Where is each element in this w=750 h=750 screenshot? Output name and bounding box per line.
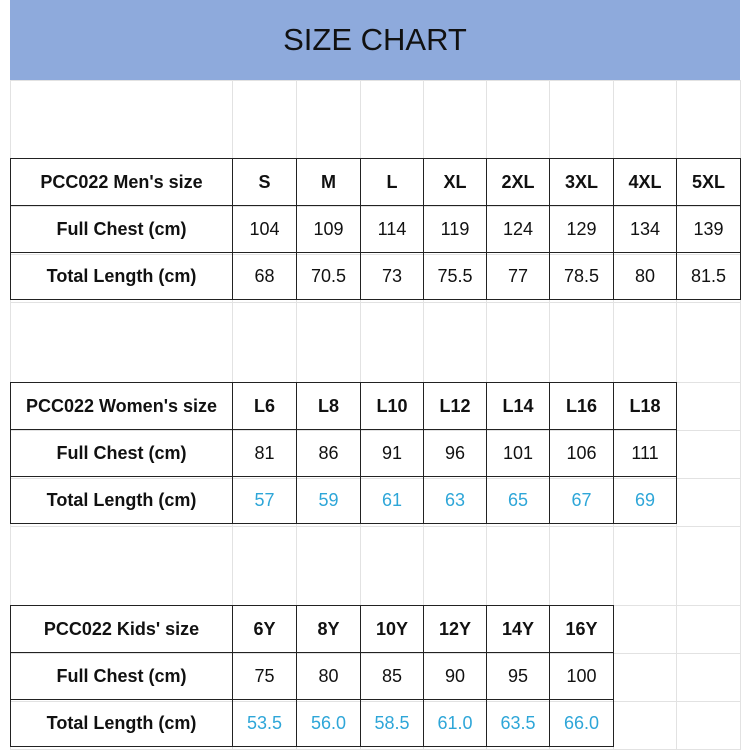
measurement-label: Total Length (cm) [10, 476, 233, 524]
measurement-value: 57 [232, 476, 297, 524]
measurement-value: 96 [423, 429, 487, 477]
mens-size-table: PCC022 Men's size S M L XL 2XL 3XL 4XL 5XL Full C… [10, 158, 741, 300]
measurement-value: 75.5 [423, 252, 487, 300]
measurement-value: 81 [232, 429, 297, 477]
measurement-value: 91 [360, 429, 424, 477]
size-label: 10Y [360, 605, 424, 653]
measurement-value: 95 [486, 652, 550, 700]
measurement-value: 63 [423, 476, 487, 524]
measurement-value: 80 [296, 652, 361, 700]
table-row: Full Chest (cm) 75 80 85 90 95 100 [10, 652, 614, 700]
measurement-value: 114 [360, 205, 424, 253]
measurement-label: Total Length (cm) [10, 699, 233, 747]
measurement-value: 78.5 [549, 252, 614, 300]
size-label: L6 [232, 382, 297, 430]
measurement-value: 59 [296, 476, 361, 524]
measurement-value: 106 [549, 429, 614, 477]
measurement-value: 134 [613, 205, 677, 253]
size-label: 6Y [232, 605, 297, 653]
size-label: 12Y [423, 605, 487, 653]
size-label: L8 [296, 382, 361, 430]
gridline-horizontal [10, 302, 740, 303]
measurement-label: Full Chest (cm) [10, 652, 233, 700]
size-label: L16 [549, 382, 614, 430]
measurement-value: 68 [232, 252, 297, 300]
size-label: L18 [613, 382, 677, 430]
measurement-label: Total Length (cm) [10, 252, 233, 300]
gridline-vertical [740, 80, 741, 750]
measurement-value: 67 [549, 476, 614, 524]
table-row: Full Chest (cm) 81 86 91 96 101 106 111 [10, 429, 677, 477]
measurement-value: 75 [232, 652, 297, 700]
size-label: L14 [486, 382, 550, 430]
size-label: 16Y [549, 605, 614, 653]
measurement-value: 66.0 [549, 699, 614, 747]
size-label: L12 [423, 382, 487, 430]
size-label: 3XL [549, 158, 614, 206]
table-row: Total Length (cm) 53.5 56.0 58.5 61.0 63.5 66.… [10, 699, 614, 747]
table-row: Total Length (cm) 57 59 61 63 65 67 69 [10, 476, 677, 524]
kids-size-table: PCC022 Kids' size 6Y 8Y 10Y 12Y 14Y 16Y Full Ch… [10, 605, 614, 747]
size-label: M [296, 158, 361, 206]
measurement-value: 119 [423, 205, 487, 253]
size-label: 5XL [676, 158, 741, 206]
measurement-label: Full Chest (cm) [10, 205, 233, 253]
measurement-value: 53.5 [232, 699, 297, 747]
measurement-value: 124 [486, 205, 550, 253]
measurement-value: 65 [486, 476, 550, 524]
measurement-value: 77 [486, 252, 550, 300]
table-header-row: PCC022 Men's size S M L XL 2XL 3XL 4XL 5XL [10, 158, 741, 206]
table-header-row: PCC022 Kids' size 6Y 8Y 10Y 12Y 14Y 16Y [10, 605, 614, 653]
measurement-value: 109 [296, 205, 361, 253]
measurement-value: 73 [360, 252, 424, 300]
gridline-horizontal [10, 80, 740, 81]
measurement-value: 70.5 [296, 252, 361, 300]
womens-size-table: PCC022 Women's size L6 L8 L10 L12 L14 L16 L18 Fu… [10, 382, 677, 524]
measurement-value: 85 [360, 652, 424, 700]
measurement-value: 56.0 [296, 699, 361, 747]
measurement-value: 80 [613, 252, 677, 300]
measurement-value: 69 [613, 476, 677, 524]
size-label: 14Y [486, 605, 550, 653]
size-label: L10 [360, 382, 424, 430]
size-label: L [360, 158, 424, 206]
table-header-label: PCC022 Kids' size [10, 605, 233, 653]
measurement-value: 63.5 [486, 699, 550, 747]
size-chart-title: SIZE CHART [10, 0, 740, 80]
table-row: Total Length (cm) 68 70.5 73 75.5 77 78.5 80 81.… [10, 252, 741, 300]
size-label: 2XL [486, 158, 550, 206]
measurement-value: 86 [296, 429, 361, 477]
measurement-label: Full Chest (cm) [10, 429, 233, 477]
measurement-value: 111 [613, 429, 677, 477]
measurement-value: 61 [360, 476, 424, 524]
size-label: 4XL [613, 158, 677, 206]
table-header-row: PCC022 Women's size L6 L8 L10 L12 L14 L16 L18 [10, 382, 677, 430]
gridline-horizontal [10, 526, 740, 527]
measurement-value: 61.0 [423, 699, 487, 747]
gridline-vertical [676, 80, 677, 750]
measurement-value: 58.5 [360, 699, 424, 747]
size-label: 8Y [296, 605, 361, 653]
measurement-value: 101 [486, 429, 550, 477]
table-header-label: PCC022 Women's size [10, 382, 233, 430]
measurement-value: 139 [676, 205, 741, 253]
size-label: XL [423, 158, 487, 206]
measurement-value: 129 [549, 205, 614, 253]
measurement-value: 104 [232, 205, 297, 253]
measurement-value: 81.5 [676, 252, 741, 300]
measurement-value: 90 [423, 652, 487, 700]
table-header-label: PCC022 Men's size [10, 158, 233, 206]
size-label: S [232, 158, 297, 206]
measurement-value: 100 [549, 652, 614, 700]
table-row: Full Chest (cm) 104 109 114 119 124 129 134 139 [10, 205, 741, 253]
